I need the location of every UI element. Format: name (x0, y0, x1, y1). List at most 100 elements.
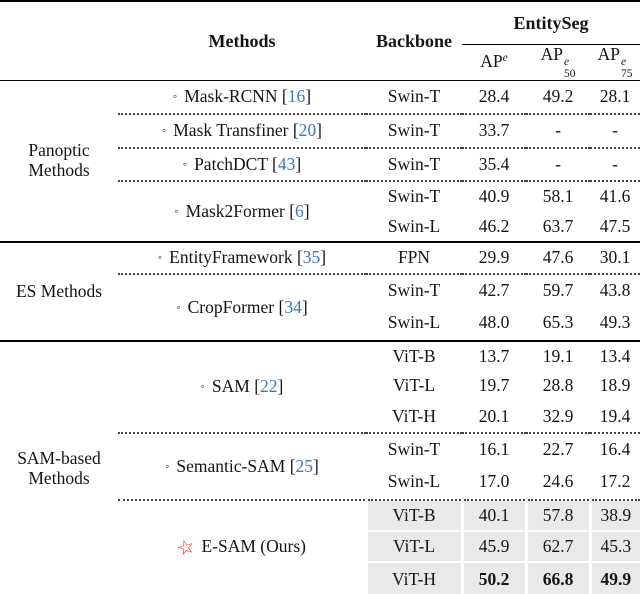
col-header-ap: APe (462, 44, 526, 81)
citation-ref[interactable]: [25] (289, 455, 319, 476)
metric-superscript: e (502, 52, 508, 65)
citation-ref[interactable]: [20] (292, 120, 322, 141)
ap75-value: 49.3 (599, 312, 631, 333)
ap-value: 13.7 (462, 340, 526, 372)
method-name: Mask-RCNN (184, 86, 278, 107)
table-row: ◦ Semantic-SAM [25] Swin-T 16.1 22.7 16.4 (0, 432, 640, 501)
method-mask-rcnn: ◦ Mask-RCNN [16] (118, 80, 366, 114)
citation-number[interactable]: 43 (277, 153, 296, 174)
method-mask2former: ◦ Mask2Former [6] (118, 180, 366, 243)
col-header-ap75: AP e 75 (590, 44, 640, 81)
ap50-value: 63.7 (542, 215, 574, 236)
ap50-value: - (526, 113, 590, 149)
backbone-cell: ViT-L (392, 375, 436, 396)
ap75-value: 19.4 (599, 405, 631, 426)
ap50-value: 58.1 (526, 180, 590, 213)
citation-number[interactable]: 34 (284, 296, 302, 317)
ap50-value: 57.8 (524, 499, 592, 532)
backbone-cell: Swin-L (387, 215, 441, 236)
ap-value: 40.1 (460, 499, 528, 532)
col-group-header-entityseg: EntitySeg (462, 1, 640, 45)
ap-value: 45.9 (460, 530, 528, 563)
ap75-value: 47.5 (599, 215, 631, 236)
backbone-cell: ViT-H (364, 561, 464, 594)
backbone-cell: Swin-L (387, 471, 441, 492)
circle-marker-icon: ◦ (172, 89, 178, 104)
circle-marker-icon: ◦ (157, 250, 163, 265)
backbone-cell: Swin-T (387, 86, 441, 107)
citation-number[interactable]: 6 (295, 200, 304, 221)
ap75-value: 30.1 (590, 241, 640, 275)
backbone-cell: ViT-H (392, 405, 436, 426)
table-row: ◦ Mask Transfiner [20] Swin-T 33.7 - - (0, 113, 640, 149)
table-row: Swin-L 48.0 65.3 49.3 (0, 306, 640, 341)
ap-value: 46.2 (478, 215, 510, 236)
table-row: ViT-L 19.7 28.8 18.9 (0, 371, 640, 401)
backbone-cell: Swin-T (366, 432, 462, 466)
backbone-cell: FPN (366, 241, 462, 275)
circle-marker-icon: ◦ (165, 458, 170, 473)
table-row: ☆ E-SAM (Ours) ViT-B 40.1 57.8 38.9 (0, 499, 640, 594)
backbone-cell: Swin-T (366, 113, 462, 149)
metric-supsub: e 50 (563, 55, 576, 80)
citation-ref[interactable]: [6] (289, 200, 310, 221)
col-header-backbone: Backbone (366, 1, 462, 81)
citation-number[interactable]: 22 (260, 376, 278, 397)
method-sam: ◦ SAM [22] (118, 340, 366, 434)
group-label-es-methods: ES Methods (0, 241, 118, 342)
method-cropformer: ◦ CropFormer [34] (118, 273, 366, 342)
backbone-cell: Swin-L (387, 312, 441, 333)
table-row: ViT-H 50.2 66.8 49.9 (0, 561, 640, 594)
citation-number[interactable]: 35 (302, 247, 321, 268)
citation-ref[interactable]: [34] (278, 296, 308, 317)
citation-ref[interactable]: [16] (281, 86, 312, 107)
ap75-value: 18.9 (599, 375, 631, 396)
method-name: Semantic-SAM (176, 455, 286, 476)
ap75-value: 49.9 (588, 561, 640, 594)
header-blank-cell (0, 1, 118, 81)
citation-number[interactable]: 25 (295, 455, 314, 476)
method-name: PatchDCT (194, 153, 268, 174)
ap-value: 48.0 (478, 312, 510, 333)
table-row: ◦ Mask2Former [6] Swin-T 40.9 58.1 41.6 (0, 180, 640, 243)
group-label-sam-based-methods: SAM-based Methods (0, 340, 118, 594)
citation-number[interactable]: 20 (298, 120, 317, 141)
method-name: EntityFramework (169, 247, 293, 268)
ap75-value: 45.3 (588, 530, 640, 563)
method-patchdct: ◦ PatchDCT [43] (118, 147, 366, 182)
ap50-value: 49.2 (542, 86, 574, 107)
circle-marker-icon: ◦ (161, 123, 167, 138)
ap75-value: 13.4 (590, 340, 640, 372)
backbone-cell: ViT-L (364, 530, 464, 563)
citation-ref[interactable]: [22] (254, 376, 284, 397)
ap75-value: 38.9 (588, 499, 640, 532)
backbone-cell: ViT-B (364, 499, 464, 532)
table-row: Swin-L 46.2 63.7 47.5 (0, 212, 640, 242)
ap-value: 19.7 (478, 375, 510, 396)
method-name: SAM (211, 376, 250, 397)
col-header-methods: Methods (118, 1, 366, 81)
col-header-ap50: AP e 50 (526, 44, 590, 81)
metric-base: AP (480, 51, 503, 72)
ap50-value: - (526, 147, 590, 182)
table-row: ViT-H 20.1 32.9 19.4 (0, 401, 640, 433)
citation-ref[interactable]: [35] (296, 247, 327, 268)
ap75-value: 41.6 (590, 180, 640, 213)
ap-value: 33.7 (462, 113, 526, 149)
ap-value: 17.0 (478, 471, 510, 492)
method-name: E-SAM (Ours) (201, 536, 306, 557)
method-semantic-sam: ◦ Semantic-SAM [25] (118, 432, 366, 501)
backbone-cell: ViT-B (366, 340, 462, 372)
ap-value: 29.9 (462, 241, 526, 275)
citation-number[interactable]: 16 (287, 86, 306, 107)
ap-value: 42.7 (462, 273, 526, 307)
ap-value: 35.4 (462, 147, 526, 182)
method-entityframework: ◦ EntityFramework [35] (118, 241, 366, 275)
citation-ref[interactable]: [43] (272, 153, 302, 174)
ap75-value: 43.8 (590, 273, 640, 307)
ap50-value: 66.8 (524, 561, 592, 594)
method-name: Mask2Former (185, 200, 285, 221)
table-row: ◦ PatchDCT [43] Swin-T 35.4 - - (0, 147, 640, 182)
